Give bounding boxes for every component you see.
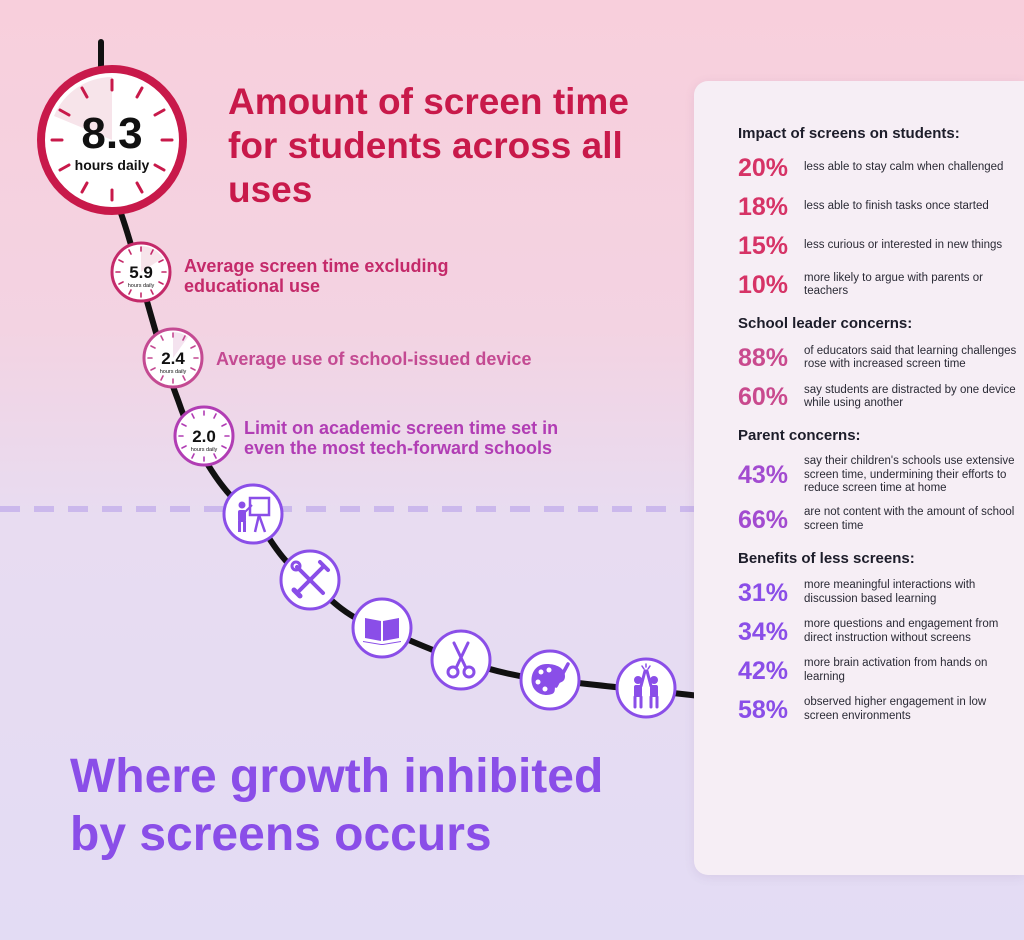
impact-stat: 20% less able to stay calm when challeng… [738,153,1018,183]
stats-panel: Impact of screens on students: 20% less … [694,81,1024,875]
benefits-section-title: Benefits of less screens: [738,549,915,567]
clock-5-9-unit: hours daily [128,283,155,289]
benefit-stat: 58% observed higher engagement in low sc… [738,695,1018,725]
leader-stat-desc: say students are distracted by one devic… [804,383,1016,410]
clock-5-9: 5.9 hours daily [110,241,172,303]
impact-stat-desc: less able to finish tasks once started [804,200,989,213]
impact-stat: 10% more likely to argue with parents or… [738,270,1018,300]
clock-8-3-value: 8.3 [81,109,142,158]
high-five-icon [615,657,677,719]
label-avg-excluding-educational: Average screen time excluding educationa… [184,256,449,296]
leader-stat-pct: 88% [738,344,789,372]
clock-2-4-unit: hours daily [160,369,187,375]
benefit-stat-pct: 34% [738,617,789,646]
teacher-icon [222,483,284,545]
clock-8-3-unit: hours daily [75,157,150,173]
palette-icon [519,649,581,711]
clock-8-3: 8.3 hours daily [37,65,187,215]
benefit-stat-desc: more questions and engagement from direc… [804,618,999,644]
impact-stat-desc: less able to stay calm when challenged [804,161,1004,174]
impact-stat-pct: 10% [738,271,789,299]
impact-stat-pct: 20% [738,154,789,182]
benefit-stat-pct: 58% [738,695,789,724]
stats-panel-content: Impact of screens on students: 20% less … [738,125,1018,734]
book-icon [351,597,413,659]
clock-5-9-value: 5.9 [129,263,153,282]
impact-stat-pct: 18% [738,193,789,221]
benefit-stat-pct: 42% [738,656,789,685]
clock-2-4-value: 2.4 [161,349,185,368]
leader-section-title: School leader concerns: [738,315,913,332]
main-title: Amount of screen time for students acros… [228,81,629,210]
label-academic-limit: Limit on academic screen time set in eve… [244,418,559,458]
impact-stat: 18% less able to finish tasks once start… [738,192,1018,222]
benefit-stat: 31% more meaningful interactions with di… [738,578,1018,608]
parent-stat-pct: 43% [738,461,789,490]
leader-stat-desc: of educators said that learning challeng… [804,344,1017,371]
clock-2-0: 2.0 hours daily [173,405,235,467]
benefit-stat-desc: observed higher engagement in low screen… [804,696,987,722]
clock-2-4: 2.4 hours daily [142,327,204,389]
leader-stat-pct: 60% [738,383,789,411]
scissors-icon [430,629,492,691]
benefit-stat-pct: 31% [738,578,789,607]
bottom-title: Where growth inhibited by screens occurs [70,750,604,861]
label-school-issued-device: Average use of school-issued device [216,349,532,369]
impact-section-title: Impact of screens on students: [738,125,960,142]
tools-icon [279,549,341,611]
parent-stat: 66% are not content with the amount of s… [738,505,1018,535]
leader-stat: 88% of educators said that learning chal… [738,343,1018,373]
benefit-stat: 34% more questions and engagement from d… [738,617,1018,647]
benefit-stat: 42% more brain activation from hands on … [738,656,1018,686]
clock-2-0-unit: hours daily [191,447,218,453]
leader-stat: 60% say students are distracted by one d… [738,382,1018,412]
impact-stat-desc: more likely to argue with parents or tea… [804,271,983,298]
parent-stat-pct: 66% [738,505,789,534]
parent-stat: 43% say their children's schools use ext… [738,455,1018,496]
impact-stat: 15% less curious or interested in new th… [738,231,1018,261]
impact-stat-pct: 15% [738,232,789,260]
benefit-stat-desc: more brain activation from hands on lear… [804,657,988,683]
impact-stat-desc: less curious or interested in new things [804,239,1003,252]
parent-stat-desc: say their children's schools use extensi… [804,455,1015,494]
parent-section-title: Parent concerns: [738,427,861,444]
clock-2-0-value: 2.0 [192,427,216,446]
benefit-stat-desc: more meaningful interactions with discus… [804,579,976,605]
parent-stat-desc: are not content with the amount of schoo… [804,506,1015,532]
